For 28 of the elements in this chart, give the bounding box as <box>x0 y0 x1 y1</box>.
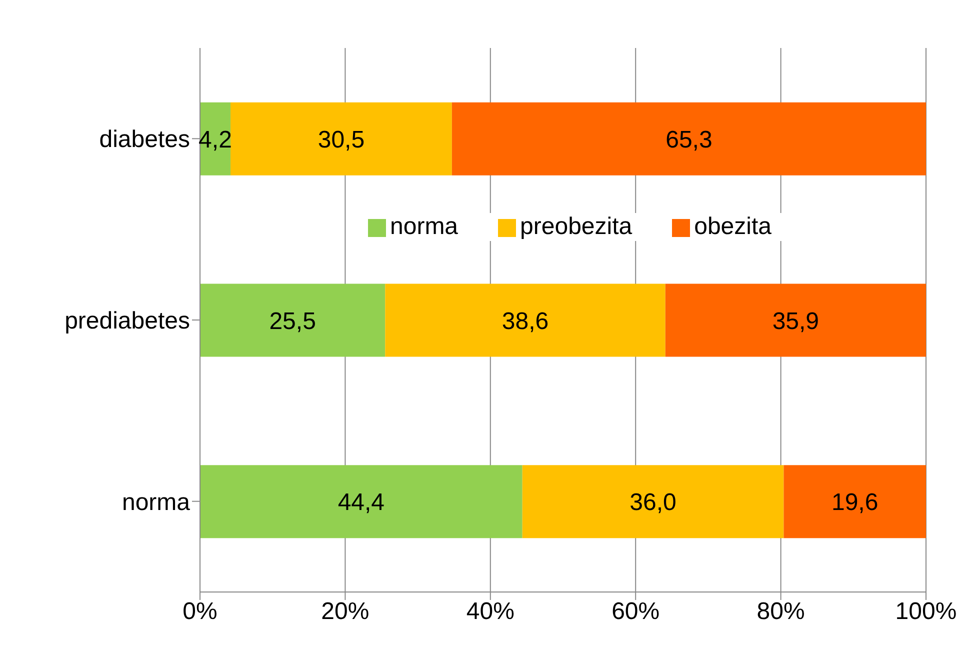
data-label: 65,3 <box>666 126 712 154</box>
x-tick-label: 100% <box>895 598 957 626</box>
y-tick-label: prediabetes <box>64 308 190 335</box>
bar <box>200 284 386 357</box>
y-tick-label: norma <box>122 488 191 516</box>
x-tick-label: 40% <box>466 598 514 626</box>
bar <box>200 465 522 538</box>
y-tick-label: diabetes <box>99 126 190 154</box>
data-label: 25,5 <box>269 308 316 335</box>
bar <box>522 465 784 538</box>
x-tick-label: 0% <box>182 598 218 626</box>
x-tick-label: 20% <box>321 598 370 626</box>
bar <box>230 102 452 176</box>
data-label: 38,6 <box>502 308 549 335</box>
x-tick-label: 80% <box>756 598 805 626</box>
bar <box>385 284 666 357</box>
data-label: 44,4 <box>338 489 385 516</box>
legend-label: preobezita <box>520 213 632 240</box>
bar <box>452 102 926 176</box>
legend-label: obezita <box>694 213 772 240</box>
data-label: 35,9 <box>772 308 820 335</box>
data-label: 30,5 <box>318 126 365 154</box>
bar <box>784 465 926 538</box>
data-label: 36,0 <box>630 489 676 516</box>
data-label: 19,6 <box>831 489 878 516</box>
legend-label: norma <box>390 213 458 240</box>
bar <box>665 284 926 357</box>
x-tick-label: 60% <box>612 598 660 626</box>
